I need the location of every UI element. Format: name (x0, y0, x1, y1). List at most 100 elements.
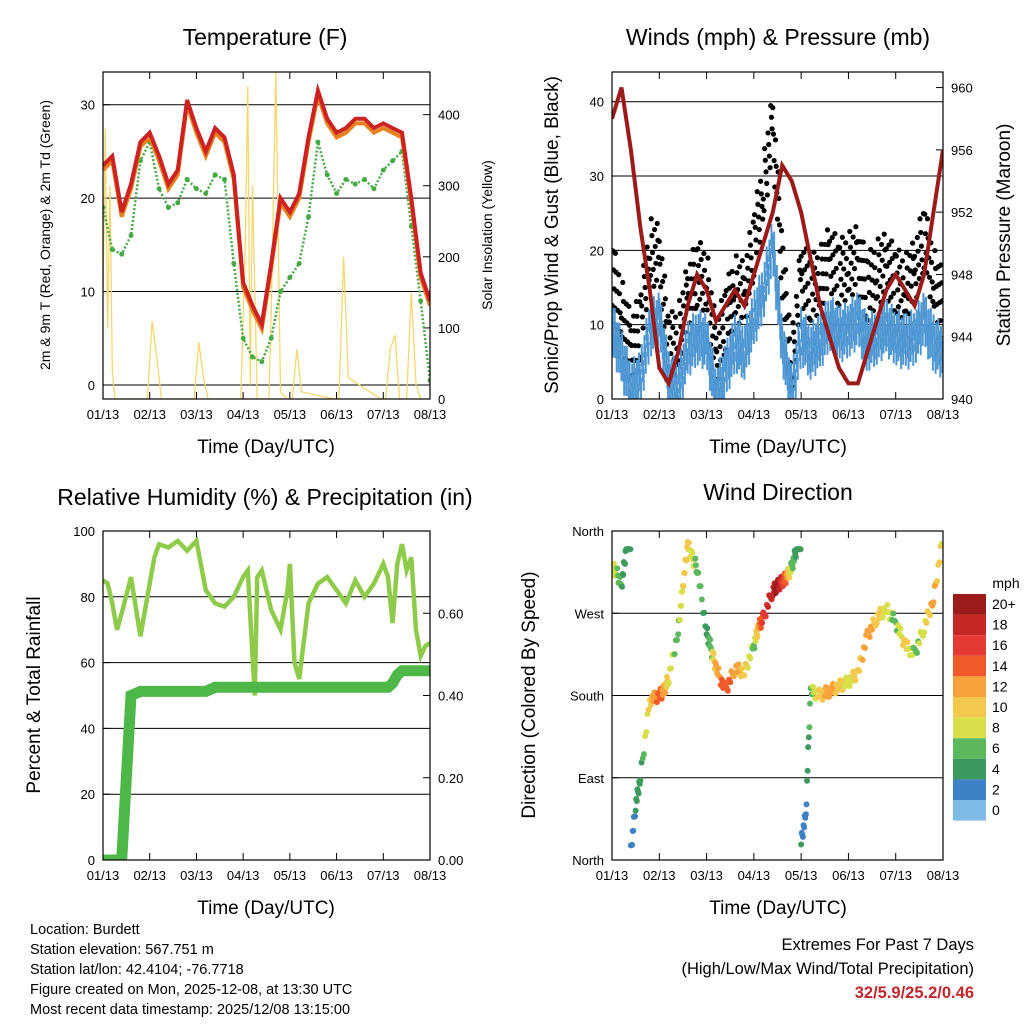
gust-point (776, 222, 783, 228)
gust-point (733, 309, 739, 316)
direction-point (710, 650, 717, 657)
direction-point (715, 665, 722, 672)
gust-point (733, 253, 739, 259)
humidity-xtick-label: 06/13 (320, 868, 353, 883)
gust-point (922, 211, 928, 217)
gust-point (874, 294, 881, 300)
gust-point (673, 330, 679, 336)
wind_direction-xlabel: Time (Day/UTC) (709, 898, 847, 919)
direction-point (803, 801, 810, 808)
gust-point (695, 262, 702, 269)
gust-point (829, 234, 835, 241)
gust-point (823, 271, 829, 277)
direction-point (786, 574, 793, 581)
winds-ytick-label: 10 (590, 318, 604, 333)
gust-point (866, 289, 872, 296)
direction-point (645, 706, 652, 713)
gust-point (672, 314, 679, 320)
direction-point (759, 619, 766, 626)
winds-ytick-right-label: 956 (951, 143, 973, 158)
gust-point (876, 252, 882, 258)
temperature-xtick-label: 08/13 (414, 407, 447, 422)
gust-point (907, 268, 914, 274)
gust-point (705, 277, 712, 283)
humidity-plot-area (103, 536, 430, 860)
gust-point (929, 279, 935, 285)
gust-point (850, 234, 856, 240)
direction-point (765, 603, 772, 610)
direction-point (804, 767, 811, 774)
gust-point (744, 252, 750, 259)
gust-point (752, 224, 758, 230)
gust-point (753, 249, 760, 256)
gust-point (713, 335, 719, 341)
direction-point (930, 599, 937, 606)
humidity-ytick-label: 0 (88, 853, 95, 868)
gust-point (845, 270, 852, 277)
gust-point (683, 282, 689, 288)
direction-point (619, 583, 626, 590)
gust-point (699, 290, 706, 296)
gust-point (794, 303, 800, 309)
winds-ytick-label: 30 (590, 169, 604, 184)
direction-point (757, 624, 764, 631)
winds-ylabel: Sonic/Prop Wind & Gust (Blue, Black) (542, 76, 563, 394)
latlon-text: Station lat/lon: 42.4104; -76.7718 (30, 962, 244, 978)
legend-label: 20+ (992, 596, 1016, 612)
winds-ylabel-right: Station Pressure (Maroon) (994, 124, 1015, 347)
gust-point (830, 252, 836, 258)
gust-point (767, 165, 773, 171)
direction-point (904, 639, 911, 646)
gust-point (648, 216, 654, 222)
direction-point (884, 601, 891, 608)
gust-point (903, 250, 910, 256)
temperature-xtick-label: 07/13 (367, 407, 400, 422)
direction-point (809, 683, 816, 690)
gust-point (704, 307, 710, 313)
gust-point (831, 287, 837, 293)
location-text: Location: Burdett (30, 922, 140, 938)
winds-plot-area (612, 87, 943, 399)
gust-point (758, 191, 764, 197)
gust-point (694, 302, 700, 308)
gust-point (656, 238, 662, 245)
gust-point (701, 267, 708, 273)
direction-point (747, 655, 754, 662)
gust-point (868, 246, 874, 253)
wind_direction-ytick-label: North (572, 524, 604, 539)
gust-point (801, 267, 808, 273)
gust-point (849, 276, 855, 282)
gust-point (895, 287, 901, 293)
extremes-box: Extremes For Past 7 Days (High/Low/Max W… (681, 933, 974, 1005)
gust-point (649, 233, 655, 239)
gust-point (841, 266, 847, 272)
gust-point (898, 298, 904, 304)
gust-point (651, 283, 657, 289)
humidity-xtick-label: 03/13 (180, 868, 213, 883)
direction-point (916, 640, 923, 647)
temperature-ytick-label: 0 (88, 378, 95, 393)
direction-point (614, 565, 621, 572)
legend-label: 14 (992, 658, 1008, 674)
gust-point (828, 273, 834, 279)
temperature-ytick-right-label: 200 (438, 250, 460, 265)
gust-point (691, 261, 697, 267)
gust-point (799, 288, 806, 294)
direction-point (679, 588, 686, 595)
gust-point (761, 208, 767, 214)
gust-point (803, 302, 809, 308)
gust-point (783, 290, 789, 297)
gust-point (916, 262, 922, 268)
gust-point (714, 349, 720, 355)
gust-point (851, 250, 857, 256)
gust-point (918, 229, 924, 236)
gust-point (910, 240, 916, 246)
winds-xtick-label: 02/13 (643, 407, 676, 422)
gust-point (912, 253, 918, 259)
temp-2m-line (103, 82, 430, 331)
gust-point (681, 303, 687, 309)
gust-point (801, 249, 807, 255)
gust-point (896, 247, 902, 253)
legend-swatch (953, 635, 986, 656)
gust-point (617, 310, 623, 316)
